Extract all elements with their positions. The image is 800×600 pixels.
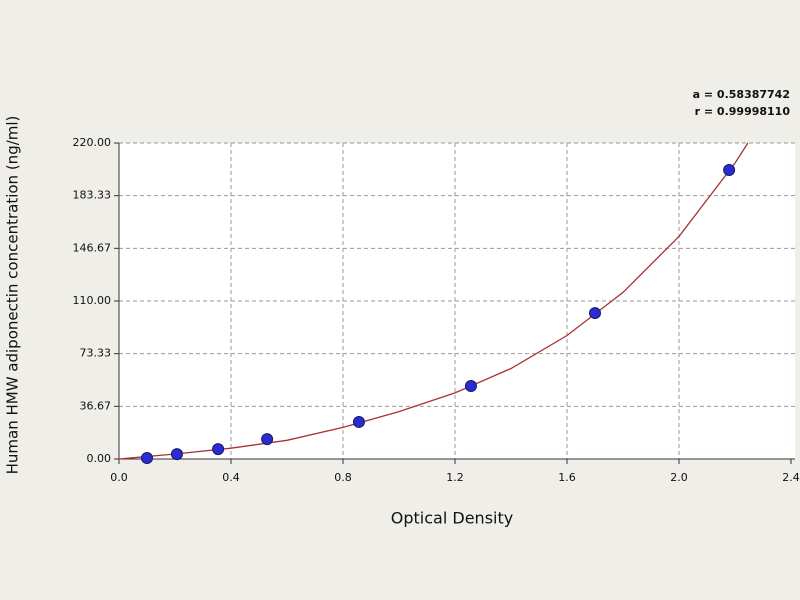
x-tick-label: 0.4 xyxy=(222,471,240,484)
y-tick-label: 146.67 xyxy=(73,241,112,254)
data-point xyxy=(352,415,365,428)
annotation: r = 0.99998110 xyxy=(695,105,791,118)
data-point xyxy=(170,448,183,461)
y-tick-label: 183.33 xyxy=(73,189,112,202)
data-point xyxy=(464,380,477,393)
x-tick-label: 2.4 xyxy=(782,471,800,484)
y-tick-label: 0.00 xyxy=(87,452,112,465)
data-point xyxy=(261,433,274,446)
data-point xyxy=(141,451,153,464)
y-tick-label: 110.00 xyxy=(73,294,112,307)
annotation: a = 0.58387742 xyxy=(693,88,790,101)
y-tick-label: 220.00 xyxy=(73,136,112,149)
x-axis-label: Optical Density xyxy=(391,509,513,528)
y-tick-label: 73.33 xyxy=(80,347,112,360)
data-point xyxy=(723,164,736,177)
x-tick-label: 0.8 xyxy=(334,471,352,484)
data-point xyxy=(589,307,601,320)
fit-curve xyxy=(118,142,749,460)
x-tick-label: 1.6 xyxy=(558,471,576,484)
data-point xyxy=(212,443,225,456)
x-tick-label: 0.0 xyxy=(110,471,128,484)
y-axis-label: Human HMW adiponectin concentration (ng/… xyxy=(4,116,22,475)
x-tick-label: 1.2 xyxy=(446,471,464,484)
x-tick-label: 2.0 xyxy=(670,471,688,484)
y-tick-label: 36.67 xyxy=(80,399,112,412)
